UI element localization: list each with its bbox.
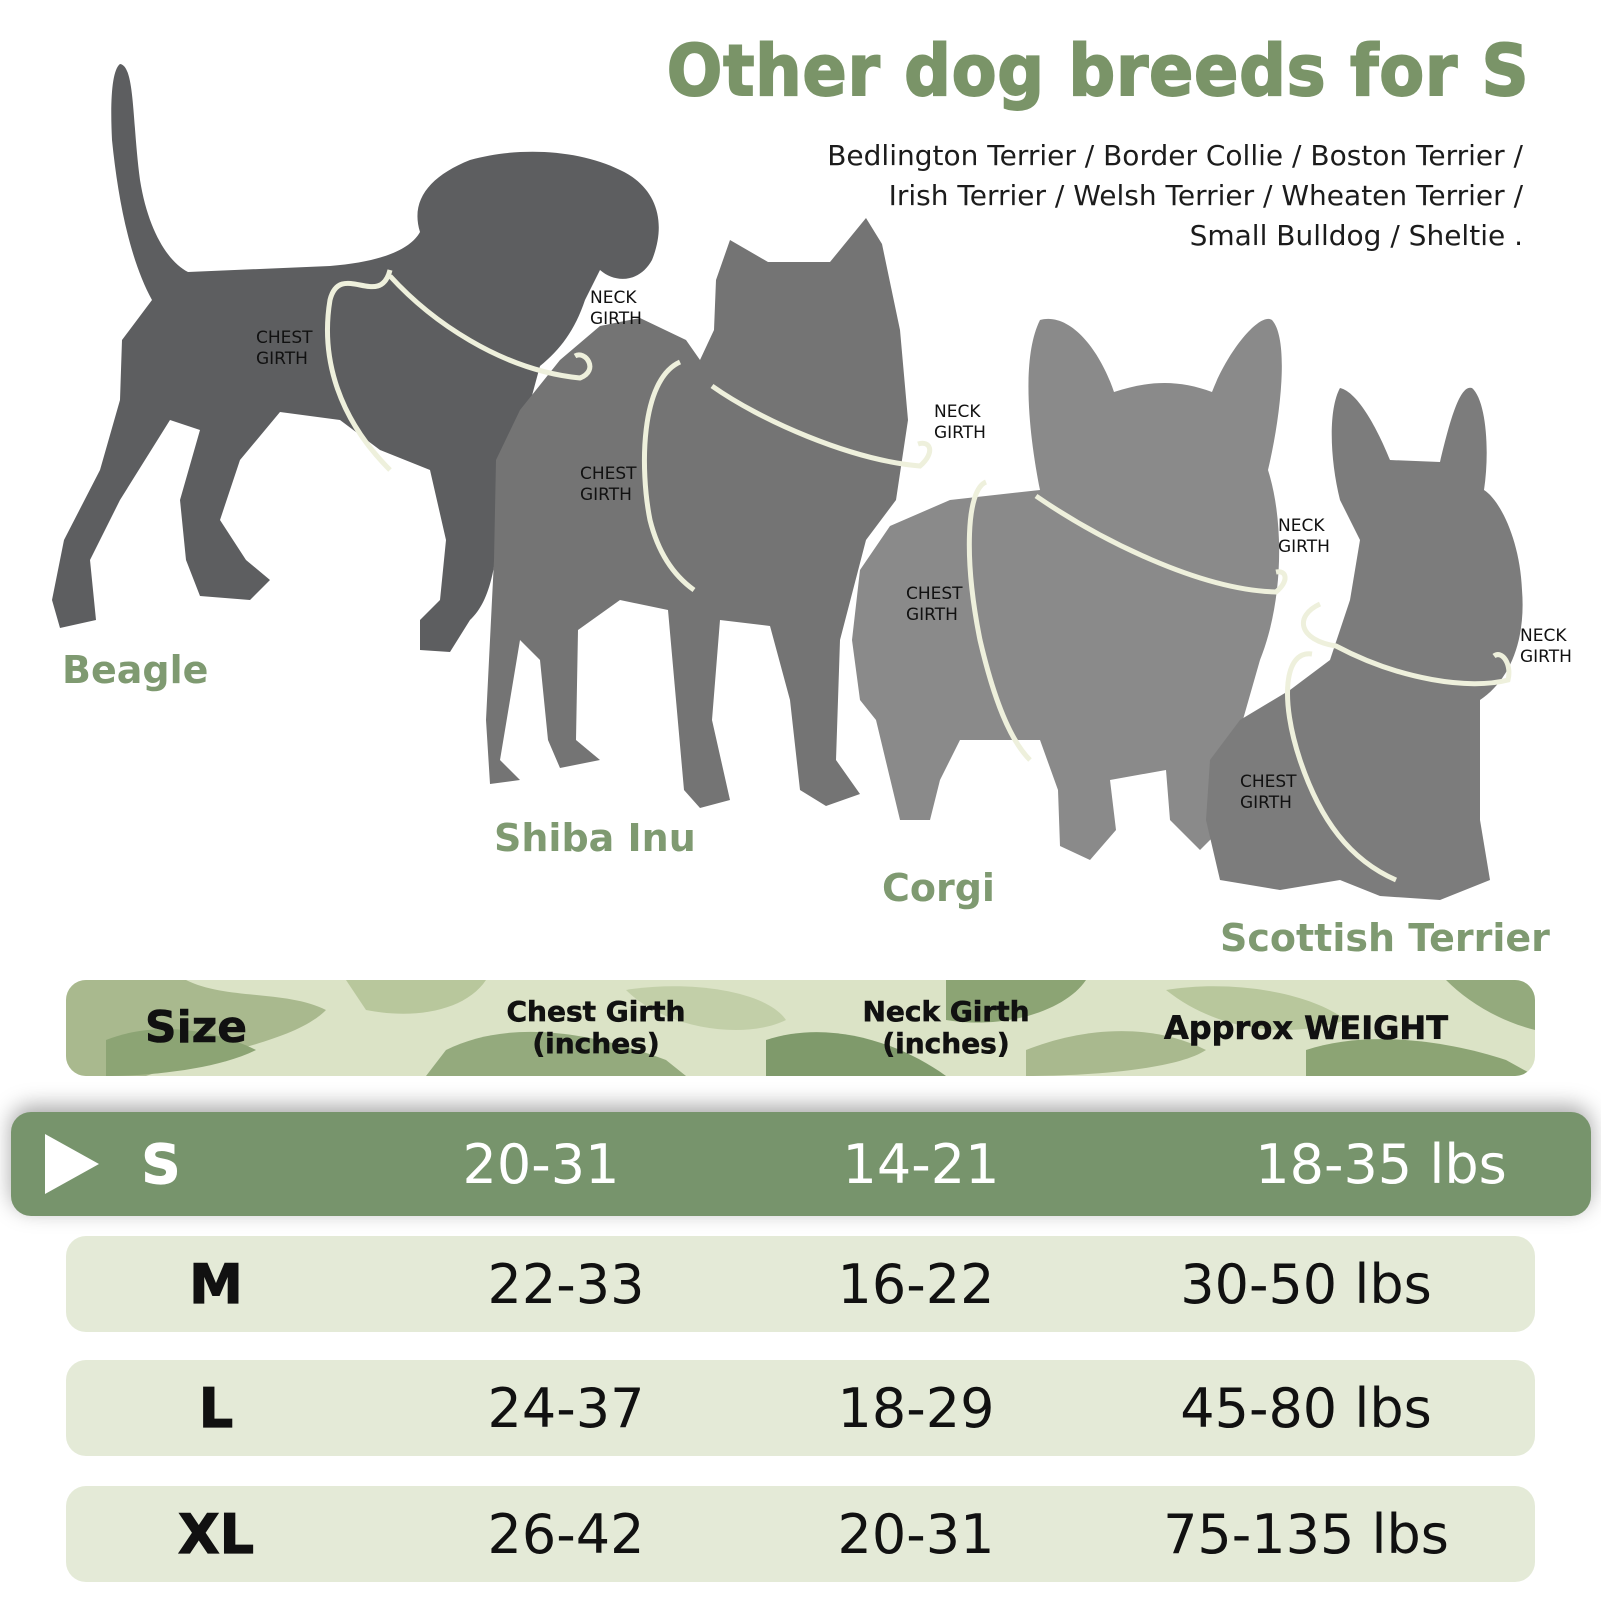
header-chest-girth: Chest Girth (inches) bbox=[506, 995, 686, 1060]
beagle-silhouette bbox=[52, 64, 659, 652]
scottish-terrier-chest-girth-label: CHEST GIRTH bbox=[1240, 772, 1297, 813]
table-header: Size Chest Girth (inches) Neck Girth (in… bbox=[66, 980, 1535, 1076]
dog-name-corgi: Corgi bbox=[882, 866, 995, 910]
weight-cell: 30-50 lbs bbox=[1180, 1252, 1432, 1316]
dog-silhouettes-illustration bbox=[52, 64, 1523, 900]
beagle-chest-girth-label: CHEST GIRTH bbox=[256, 328, 313, 369]
play-icon bbox=[45, 1134, 99, 1194]
breed-list-line: Irish Terrier / Welsh Terrier / Wheaten … bbox=[888, 179, 1523, 212]
weight-cell: 45-80 lbs bbox=[1180, 1376, 1432, 1440]
size-cell: L bbox=[198, 1376, 234, 1440]
chest-cell: 24-37 bbox=[487, 1376, 645, 1440]
shiba-chest-girth-label: CHEST GIRTH bbox=[580, 464, 637, 505]
table-row[interactable]: L 24-37 18-29 45-80 lbs bbox=[66, 1360, 1535, 1456]
size-cell: XL bbox=[177, 1502, 255, 1566]
table-row[interactable]: M 22-33 16-22 30-50 lbs bbox=[66, 1236, 1535, 1332]
header-size: Size bbox=[144, 1002, 248, 1053]
size-cell: S bbox=[141, 1132, 181, 1196]
corgi-silhouette bbox=[852, 318, 1282, 860]
chest-cell: 26-42 bbox=[487, 1502, 645, 1566]
neck-cell: 20-31 bbox=[837, 1502, 995, 1566]
size-cell: M bbox=[189, 1252, 244, 1316]
page-title: Other dog breeds for S bbox=[666, 29, 1529, 113]
dog-name-shiba-inu: Shiba Inu bbox=[494, 816, 696, 860]
header-neck-girth: Neck Girth (inches) bbox=[862, 995, 1030, 1060]
measurement-straps bbox=[325, 269, 1512, 883]
chest-cell: 20-31 bbox=[462, 1132, 620, 1196]
table-row-selected[interactable]: S 20-31 14-21 18-35 lbs bbox=[11, 1112, 1591, 1216]
neck-cell: 14-21 bbox=[842, 1132, 1000, 1196]
table-row[interactable]: XL 26-42 20-31 75-135 lbs bbox=[66, 1486, 1535, 1582]
dog-name-beagle: Beagle bbox=[62, 648, 209, 692]
breed-list-line: Bedlington Terrier / Border Collie / Bos… bbox=[827, 139, 1523, 172]
corgi-chest-girth-label: CHEST GIRTH bbox=[906, 584, 963, 625]
weight-cell: 18-35 lbs bbox=[1255, 1132, 1507, 1196]
neck-cell: 16-22 bbox=[837, 1252, 995, 1316]
neck-cell: 18-29 bbox=[837, 1376, 995, 1440]
breed-list: Bedlington Terrier / Border Collie / Bos… bbox=[763, 136, 1523, 256]
weight-cell: 75-135 lbs bbox=[1163, 1502, 1449, 1566]
corgi-neck-girth-label: NECK GIRTH bbox=[1278, 516, 1330, 557]
chest-cell: 22-33 bbox=[487, 1252, 645, 1316]
scottish-terrier-silhouette bbox=[1206, 387, 1523, 900]
scottish-terrier-neck-girth-label: NECK GIRTH bbox=[1520, 626, 1572, 667]
header-approx-weight: Approx WEIGHT bbox=[1163, 1009, 1449, 1047]
dog-name-scottish-terrier: Scottish Terrier bbox=[1220, 916, 1550, 960]
breed-list-line: Small Bulldog / Sheltie . bbox=[1189, 219, 1523, 252]
camo-pattern bbox=[66, 980, 1535, 1076]
shiba-neck-girth-label: NECK GIRTH bbox=[934, 402, 986, 443]
beagle-neck-girth-label: NECK GIRTH bbox=[590, 288, 642, 329]
